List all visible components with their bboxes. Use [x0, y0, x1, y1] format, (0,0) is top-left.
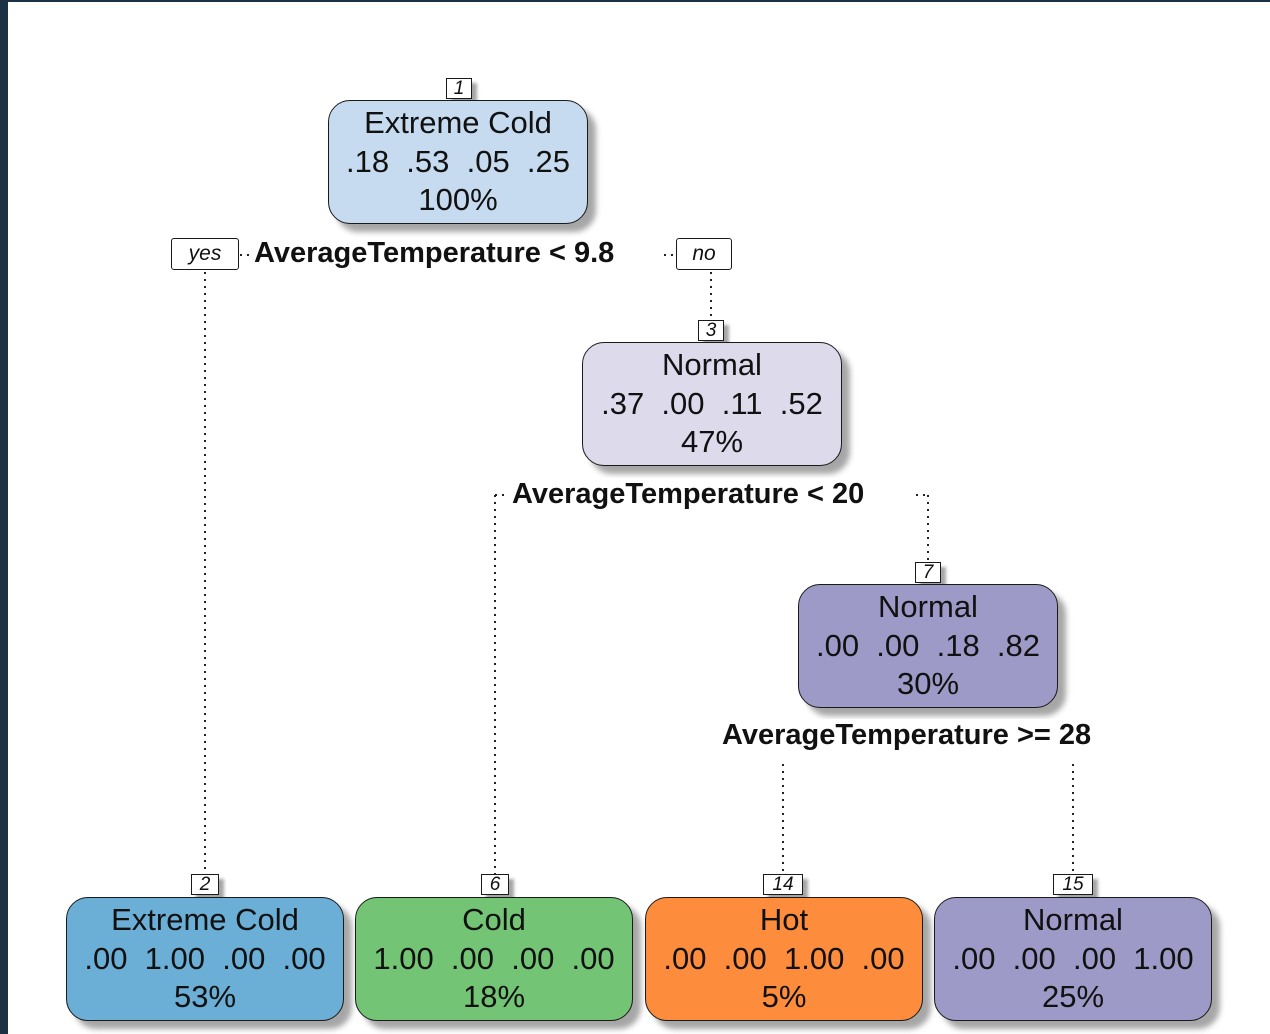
node-percentage: 18%: [462, 979, 526, 1014]
node-percentage: 5%: [761, 979, 807, 1014]
node-class-label: Extreme Cold: [364, 105, 552, 140]
node-class-probabilities: .18 .53 .05 .25: [345, 143, 571, 179]
node-id-14: 14: [763, 874, 803, 895]
tree-node-6: Cold 1.00 .00 .00 .00 18%: [355, 897, 633, 1021]
node-class-label: Normal: [878, 589, 978, 624]
tree-node-15: Normal .00 .00 .00 1.00 25%: [934, 897, 1212, 1021]
node-class-probabilities: .37 .00 .11 .52: [601, 385, 823, 421]
node-id-2: 2: [191, 874, 219, 895]
node-class-probabilities: .00 1.00 .00 .00: [84, 940, 326, 976]
node-percentage: 25%: [1041, 979, 1105, 1014]
node-id-1: 1: [446, 78, 472, 99]
node-class-probabilities: 1.00 .00 .00 .00: [373, 940, 615, 976]
no-label: no: [676, 238, 732, 270]
split-label-node-1: AverageTemperature < 9.8: [254, 237, 615, 269]
node-class-label: Normal: [1023, 902, 1123, 937]
node-class-probabilities: .00 .00 1.00 .00: [663, 940, 905, 976]
node-class-probabilities: .00 .00 .00 1.00: [952, 940, 1194, 976]
node-class-label: Normal: [662, 347, 762, 382]
node-class-label: Hot: [759, 902, 809, 937]
split-label-node-3: AverageTemperature < 20: [512, 478, 865, 510]
node-id-6: 6: [481, 874, 509, 895]
node-class-label: Cold: [462, 902, 526, 937]
node-percentage: 100%: [418, 182, 498, 217]
node-class-label: Extreme Cold: [111, 902, 299, 937]
tree-node-1: Extreme Cold .18 .53 .05 .25 100%: [328, 100, 588, 224]
node-id-15: 15: [1053, 874, 1093, 895]
tree-node-14: Hot .00 .00 1.00 .00 5%: [645, 897, 923, 1021]
node-id-3: 3: [698, 320, 724, 341]
split-label-node-7: AverageTemperature >= 28: [722, 719, 1092, 751]
decision-tree-diagram: 1 Extreme Cold .18 .53 .05 .25 100% yes …: [8, 2, 1270, 1034]
tree-node-3: Normal .37 .00 .11 .52 47%: [582, 342, 842, 466]
tree-node-7: Normal .00 .00 .18 .82 30%: [798, 584, 1058, 708]
node-percentage: 47%: [680, 424, 744, 459]
tree-node-2: Extreme Cold .00 1.00 .00 .00 53%: [66, 897, 344, 1021]
node-percentage: 30%: [896, 666, 960, 701]
node-id-7: 7: [915, 562, 941, 583]
node-percentage: 53%: [173, 979, 237, 1014]
node-class-probabilities: .00 .00 .18 .82: [815, 627, 1041, 663]
yes-label: yes: [171, 238, 239, 270]
tree-edges: [204, 254, 1074, 874]
